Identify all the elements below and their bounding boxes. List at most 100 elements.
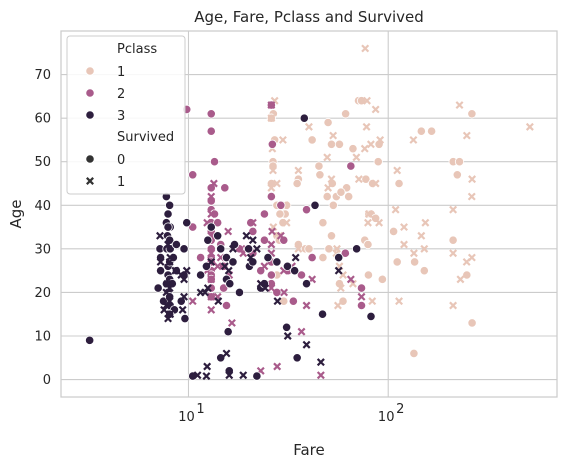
- point-x: [203, 362, 212, 371]
- point-circle: [196, 252, 206, 263]
- point-circle: [275, 209, 285, 219]
- point-x: [280, 288, 289, 297]
- point-circle: [206, 183, 216, 193]
- point-circle: [323, 117, 333, 128]
- point-circle: [85, 335, 95, 345]
- point-x: [449, 301, 458, 310]
- point-x: [376, 135, 385, 144]
- y-tick-label: 70: [34, 68, 51, 83]
- point-x: [363, 96, 371, 105]
- point-circle: [318, 218, 328, 228]
- point-x: [207, 249, 216, 258]
- point-x: [248, 218, 257, 227]
- point-x: [267, 284, 276, 293]
- point-x: [163, 279, 172, 288]
- point-circle: [410, 257, 420, 267]
- point-circle: [244, 244, 254, 254]
- legend-label-survived-0: 0: [117, 153, 125, 168]
- point-circle: [292, 178, 302, 189]
- y-tick-label: 40: [34, 199, 51, 214]
- point-circle: [452, 170, 462, 180]
- point-circle: [334, 139, 345, 149]
- point-circle: [234, 287, 245, 298]
- y-axis-label: Age: [7, 199, 25, 228]
- x-tick-exponent: 1: [196, 402, 204, 417]
- point-x: [222, 349, 231, 358]
- y-tick-label: 10: [34, 330, 51, 345]
- legend-label-survived-1: 1: [117, 175, 125, 190]
- point-circle: [163, 209, 173, 219]
- point-circle: [248, 257, 258, 267]
- point-x: [207, 292, 216, 301]
- point-x: [260, 262, 269, 271]
- point-circle: [206, 109, 216, 119]
- point-circle: [366, 311, 376, 321]
- point-circle: [348, 144, 358, 154]
- point-circle: [206, 126, 216, 136]
- point-x: [207, 192, 216, 201]
- point-x: [336, 284, 345, 293]
- point-circle: [326, 139, 337, 149]
- legend-entries: 1 2 3 0 1: [85, 65, 125, 190]
- y-tick-label: 60: [34, 112, 51, 127]
- point-circle: [203, 235, 213, 245]
- point-x: [273, 297, 282, 306]
- point-x: [164, 314, 173, 323]
- point-circle: [394, 178, 404, 189]
- point-x: [420, 244, 429, 253]
- legend-box: [66, 35, 186, 195]
- point-x: [333, 301, 342, 310]
- point-circle: [356, 283, 367, 293]
- point-x: [294, 244, 303, 253]
- point-x: [227, 318, 236, 327]
- point-x: [207, 305, 216, 314]
- point-x: [421, 218, 430, 227]
- point-x: [362, 122, 371, 131]
- point-circle: [292, 353, 302, 363]
- point-circle: [282, 261, 293, 271]
- point-x: [323, 153, 332, 162]
- point-circle: [219, 283, 229, 293]
- y-tick-label: 50: [34, 155, 51, 170]
- point-x: [400, 223, 409, 232]
- point-x: [400, 240, 409, 249]
- point-x: [334, 266, 343, 275]
- point-circle: [220, 183, 230, 193]
- point-x: [368, 297, 377, 306]
- point-circle: [225, 279, 235, 289]
- legend-label-pclass-2: 2: [117, 87, 125, 102]
- point-x: [207, 210, 216, 218]
- x-tick-label: 10: [378, 410, 395, 425]
- point-circle: [213, 218, 223, 228]
- point-x: [302, 301, 311, 310]
- point-x: [409, 249, 418, 258]
- point-circle: [454, 157, 465, 167]
- point-x: [239, 371, 248, 380]
- point-circle: [155, 266, 166, 276]
- point-circle: [356, 300, 367, 311]
- x-tick-exponent: 2: [396, 402, 404, 417]
- point-circle: [392, 257, 402, 267]
- point-x: [214, 297, 223, 306]
- point-circle: [153, 283, 163, 293]
- point-x: [165, 284, 174, 293]
- point-x: [348, 279, 357, 288]
- point-circle: [426, 126, 437, 136]
- legend-label-pclass-1: 1: [117, 65, 125, 80]
- point-circle: [182, 218, 192, 228]
- legend-title-pclass: Pclass: [117, 42, 157, 57]
- y-tick-label: 20: [34, 286, 51, 301]
- data-points: [85, 44, 534, 381]
- point-circle: [334, 252, 344, 263]
- point-circle: [252, 371, 262, 381]
- legend-marker-survived-1: [86, 177, 94, 185]
- point-circle: [266, 270, 276, 280]
- point-x: [364, 210, 373, 218]
- point-circle: [310, 200, 320, 210]
- point-x: [375, 218, 384, 227]
- point-circle: [388, 226, 399, 237]
- point-circle: [340, 248, 350, 258]
- point-x: [361, 44, 370, 53]
- point-circle: [419, 266, 429, 276]
- point-circle: [223, 327, 233, 337]
